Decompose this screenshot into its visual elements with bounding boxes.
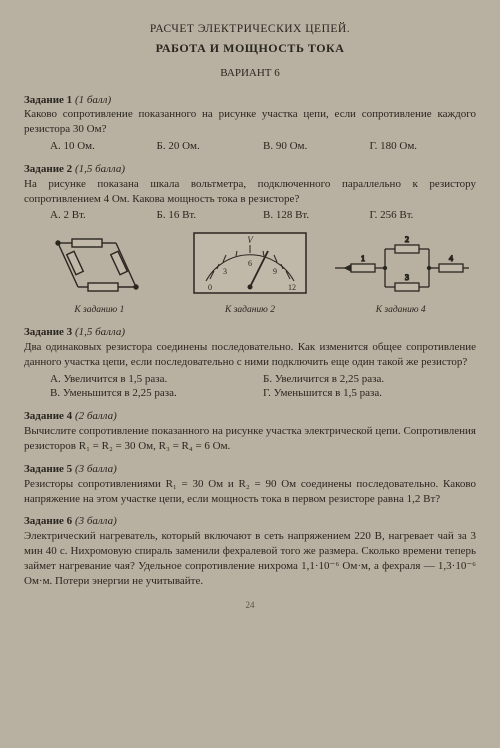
task-5-name: Задание 5 bbox=[24, 463, 72, 475]
task-3-opt-a: А. Увеличится в 1,5 раза. bbox=[50, 372, 263, 387]
figure-1-caption: К заданию 1 bbox=[24, 304, 175, 317]
task-2: Задание 2 (1,5 балла) На рисунке показан… bbox=[24, 162, 476, 223]
task-4-name: Задание 4 bbox=[24, 410, 72, 422]
task-1-name: Задание 1 bbox=[24, 94, 72, 106]
figure-task4: 1 2 3 4 К заданию 4 bbox=[325, 235, 476, 317]
task-2-name: Задание 2 bbox=[24, 163, 72, 175]
task-5-text: Резисторы сопротивлениями R₁ = 30 Ом и R… bbox=[24, 477, 476, 507]
task-3-points: (1,5 балла) bbox=[75, 326, 125, 338]
svg-text:1: 1 bbox=[361, 254, 365, 263]
task-2-opt-a: А. 2 Вт. bbox=[50, 208, 157, 223]
svg-text:0: 0 bbox=[208, 283, 212, 292]
task-5-points: (3 балла) bbox=[75, 463, 117, 475]
figure-4-caption: К заданию 4 bbox=[325, 304, 476, 317]
task-3-text: Два одинаковых резистора соединены после… bbox=[24, 340, 476, 370]
task-3-opt-d: Г. Уменьшится в 1,5 раза. bbox=[263, 386, 476, 401]
variant-label: ВАРИАНТ 6 bbox=[24, 66, 476, 81]
task-6-points: (3 балла) bbox=[75, 515, 117, 527]
doc-title-line2: РАБОТА И МОЩНОСТЬ ТОКА bbox=[24, 40, 476, 56]
doc-title-line1: РАСЧЕТ ЭЛЕКТРИЧЕСКИХ ЦЕПЕЙ. bbox=[24, 22, 476, 38]
task-2-text: На рисунке показана шкала вольтметра, по… bbox=[24, 177, 476, 207]
figure-task1: К заданию 1 bbox=[24, 231, 175, 317]
task-6: Задание 6 (3 балла) Электрический нагрев… bbox=[24, 514, 476, 588]
task-6-name: Задание 6 bbox=[24, 515, 72, 527]
svg-text:3: 3 bbox=[223, 267, 227, 276]
task-1-opt-d: Г. 180 Ом. bbox=[370, 139, 477, 154]
task-1-options: А. 10 Ом. Б. 20 Ом. В. 90 Ом. Г. 180 Ом. bbox=[24, 139, 476, 154]
task-1-points: (1 балл) bbox=[75, 94, 111, 106]
task-5: Задание 5 (3 балла) Резисторы сопротивле… bbox=[24, 462, 476, 507]
task-3: Задание 3 (1,5 балла) Два одинаковых рез… bbox=[24, 325, 476, 401]
circuit-icon-1 bbox=[52, 231, 147, 301]
task-3-options: А. Увеличится в 1,5 раза. В. Уменьшится … bbox=[24, 372, 476, 402]
task-2-opt-d: Г. 256 Вт. bbox=[370, 208, 477, 223]
task-1-opt-b: Б. 20 Ом. bbox=[157, 139, 264, 154]
task-1-opt-a: А. 10 Ом. bbox=[50, 139, 157, 154]
task-2-opt-b: Б. 16 Вт. bbox=[157, 208, 264, 223]
task-3-name: Задание 3 bbox=[24, 326, 72, 338]
svg-text:4: 4 bbox=[449, 254, 453, 263]
svg-text:6: 6 bbox=[248, 259, 252, 268]
task-4-text: Вычислите сопротивление показанного на р… bbox=[24, 424, 476, 454]
task-2-options: А. 2 Вт. Б. 16 Вт. В. 128 Вт. Г. 256 Вт. bbox=[24, 208, 476, 223]
task-1-opt-c: В. 90 Ом. bbox=[263, 139, 370, 154]
circuit-icon-4: 1 2 3 4 bbox=[331, 235, 471, 301]
task-4: Задание 4 (2 балла) Вычислите сопротивле… bbox=[24, 409, 476, 454]
task-6-text: Электрический нагреватель, который включ… bbox=[24, 529, 476, 588]
task-3-opt-c: В. Уменьшится в 2,25 раза. bbox=[50, 386, 263, 401]
voltmeter-icon: V 0 3 6 9 12 bbox=[190, 229, 310, 301]
figure-task2: V 0 3 6 9 12 К заданию 2 bbox=[175, 229, 326, 317]
svg-text:9: 9 bbox=[273, 267, 277, 276]
svg-text:2: 2 bbox=[405, 235, 409, 244]
figure-2-caption: К заданию 2 bbox=[175, 304, 326, 317]
svg-text:12: 12 bbox=[288, 283, 296, 292]
figures-row: К заданию 1 V 0 3 6 9 12 bbox=[24, 229, 476, 317]
task-1-text: Каково сопротивление показанного на рису… bbox=[24, 107, 476, 137]
task-3-opt-b: Б. Увеличится в 2,25 раза. bbox=[263, 372, 476, 387]
svg-text:3: 3 bbox=[405, 273, 409, 282]
task-4-points: (2 балла) bbox=[75, 410, 117, 422]
page-number: 24 bbox=[24, 599, 476, 611]
task-2-points: (1,5 балла) bbox=[75, 163, 125, 175]
task-2-opt-c: В. 128 Вт. bbox=[263, 208, 370, 223]
task-1: Задание 1 (1 балл) Каково сопротивление … bbox=[24, 93, 476, 154]
